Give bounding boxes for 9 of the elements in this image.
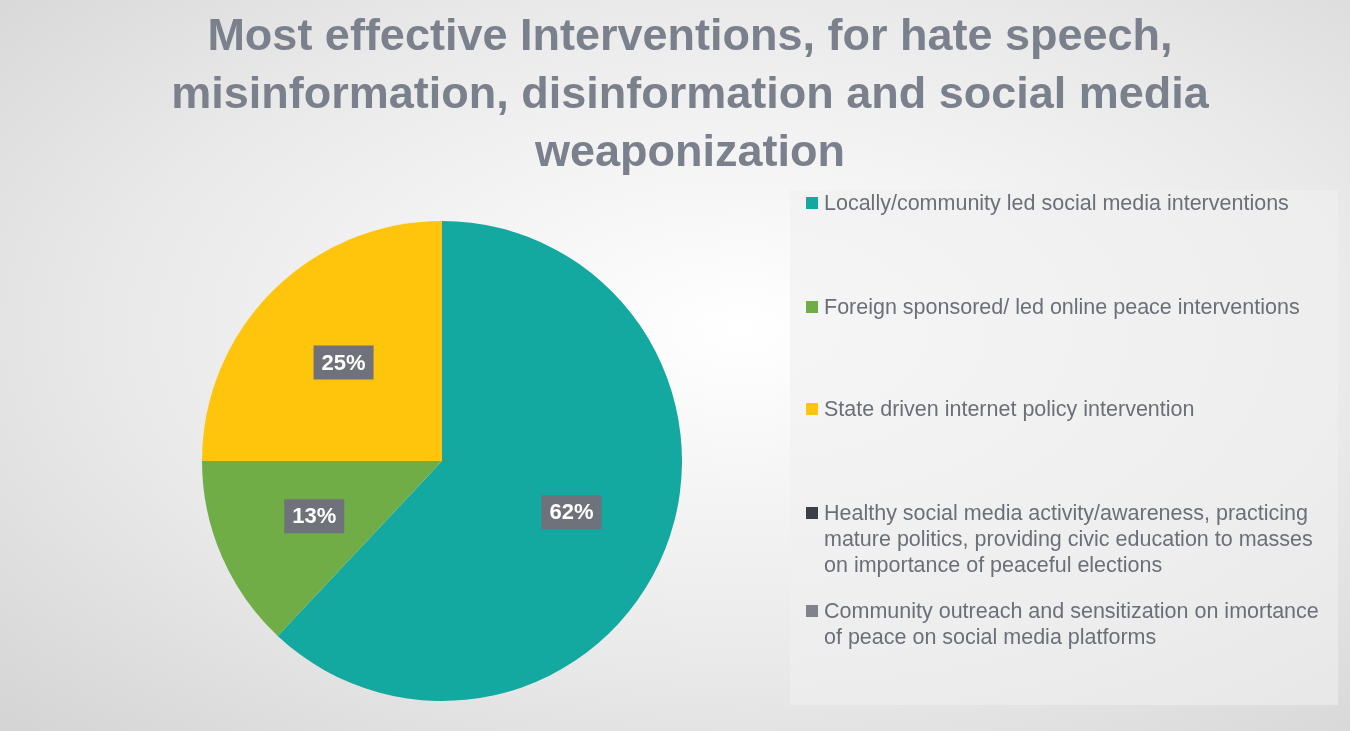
chart-title: Most effective Interventions, for hate speech, misinformation, disinformation and social media weaponization — [170, 8, 1210, 178]
data-label: 62% — [549, 499, 594, 525]
data-label: 13% — [292, 503, 337, 529]
legend-label: Locally/community led social media interventions — [824, 190, 1289, 216]
legend-label: Healthy social media activity/awareness, practicing mature politics, providing civic education to masses on importance of peaceful elections — [824, 500, 1314, 578]
legend-label: Foreign sponsored/ led online peace interventions — [824, 294, 1300, 320]
data-label: 25% — [321, 349, 366, 375]
legend-label: State driven internet policy intervention — [824, 396, 1195, 422]
legend-label: Community outreach and sensitization on imortance of peace on social media platforms — [824, 598, 1320, 650]
